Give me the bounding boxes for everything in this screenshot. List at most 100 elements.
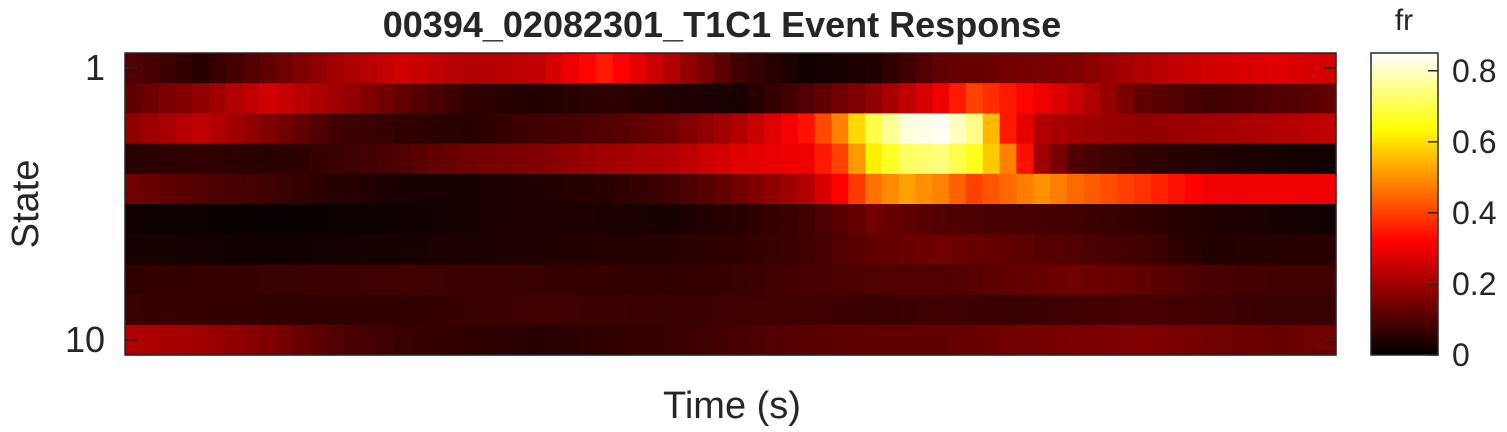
colorbar-label: fr — [1395, 4, 1413, 37]
heatmap-cell — [1100, 53, 1118, 84]
heatmap-cell — [696, 113, 715, 145]
heatmap-cell — [730, 204, 748, 235]
heatmap-cell — [747, 264, 765, 296]
heatmap-cell — [730, 113, 748, 145]
heatmap-cell — [528, 294, 547, 326]
heatmap-cell — [259, 264, 277, 296]
heatmap-cell — [1167, 264, 1186, 296]
heatmap-cell — [394, 204, 412, 235]
heatmap-cell — [1184, 294, 1203, 326]
heatmap-cell — [1167, 324, 1186, 356]
heatmap-cell — [747, 113, 765, 145]
heatmap-cell — [495, 294, 513, 326]
heatmap-cell — [1285, 204, 1303, 235]
heatmap-cell — [478, 173, 496, 205]
heatmap-cell — [629, 234, 647, 265]
heatmap-cell — [764, 143, 782, 175]
heatmap-cell — [1016, 173, 1034, 205]
heatmap-cell — [310, 173, 328, 205]
heatmap-cell — [663, 53, 681, 84]
heatmap-cell — [1134, 264, 1152, 296]
heatmap-cell — [629, 294, 647, 326]
heatmap-cell — [696, 204, 715, 235]
heatmap-cell — [797, 83, 816, 114]
heatmap-cell — [982, 234, 1001, 265]
heatmap-cell — [696, 143, 715, 175]
heatmap-cell — [495, 204, 513, 235]
heatmap-cell — [444, 113, 462, 145]
heatmap-cell — [444, 294, 462, 326]
heatmap-cell — [1218, 264, 1236, 296]
heatmap-cell — [427, 204, 446, 235]
heatmap-cell — [528, 53, 547, 84]
heatmap-cell — [646, 83, 664, 114]
heatmap-cell — [1285, 113, 1303, 145]
heatmap-cell — [495, 173, 513, 205]
heatmap-cell — [1134, 53, 1152, 84]
heatmap-cell — [982, 294, 1001, 326]
heatmap-cell — [545, 324, 563, 356]
heatmap-cell — [511, 324, 530, 356]
heatmap-cell — [696, 173, 715, 205]
heatmap-cell — [595, 204, 614, 235]
heatmap-cell — [646, 204, 664, 235]
heatmap-cell — [1117, 173, 1135, 205]
heatmap-cell — [1083, 83, 1102, 114]
heatmap-cell — [394, 173, 412, 205]
heatmap-cell — [848, 173, 866, 205]
heatmap-cell — [965, 143, 984, 175]
heatmap-cell — [1150, 83, 1169, 114]
heatmap-cell — [982, 324, 1001, 356]
heatmap-cell — [680, 234, 698, 265]
heatmap-cell — [747, 53, 765, 84]
heatmap-cell — [276, 113, 294, 145]
heatmap-cell — [293, 53, 311, 84]
heatmap-cell — [141, 173, 160, 205]
heatmap-cell — [663, 83, 681, 114]
heatmap-cell — [158, 113, 177, 145]
heatmap-cell — [1150, 53, 1169, 84]
heatmap-cell — [125, 173, 143, 205]
heatmap-cell — [1302, 113, 1320, 145]
heatmap-cell — [612, 294, 631, 326]
heatmap-cell — [747, 234, 765, 265]
heatmap-cell — [1066, 83, 1085, 114]
heatmap-cell — [629, 324, 647, 356]
heatmap-cell — [478, 53, 496, 84]
heatmap-cell — [612, 264, 631, 296]
heatmap-cell — [999, 204, 1018, 235]
heatmap-cell — [646, 53, 664, 84]
heatmap-cell — [881, 143, 900, 175]
heatmap-cell — [579, 83, 597, 114]
heatmap-cell — [1302, 264, 1320, 296]
heatmap-cell — [780, 113, 799, 145]
heatmap-cell — [1302, 294, 1320, 326]
heatmap-cell — [1033, 143, 1051, 175]
heatmap-cell — [1268, 113, 1287, 145]
heatmap-cell — [1184, 204, 1203, 235]
heatmap-cell — [932, 234, 950, 265]
heatmap-cell — [478, 324, 496, 356]
heatmap-cell — [1134, 204, 1152, 235]
heatmap-cell — [915, 234, 933, 265]
heatmap-cell — [881, 204, 900, 235]
heatmap-cell — [780, 173, 799, 205]
heatmap-cell — [1100, 324, 1118, 356]
heatmap-cell — [780, 143, 799, 175]
heatmap-cells — [125, 53, 1337, 356]
heatmap-cell — [579, 113, 597, 145]
heatmap-cell — [461, 143, 479, 175]
heatmap-cell — [276, 264, 294, 296]
heatmap-cell — [495, 143, 513, 175]
heatmap-cell — [141, 83, 160, 114]
heatmap-cell — [999, 113, 1018, 145]
heatmap-cell — [780, 53, 799, 84]
heatmap-cell — [1066, 324, 1085, 356]
heatmap-cell — [1083, 143, 1102, 175]
heatmap-cell — [175, 204, 193, 235]
heatmap-cell — [545, 83, 563, 114]
heatmap-cell — [562, 204, 580, 235]
heatmap-cell — [192, 53, 210, 84]
heatmap-cell — [881, 83, 900, 114]
heatmap-cell — [562, 113, 580, 145]
